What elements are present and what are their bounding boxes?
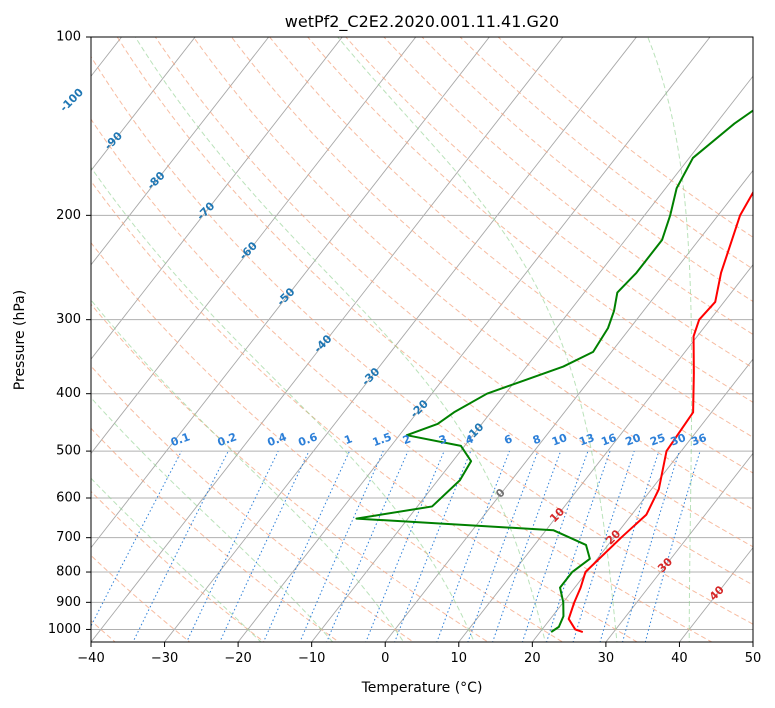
dry-adiabat-line [383,37,753,336]
y-tick-label: 600 [56,491,81,506]
dry-adiabat-line [307,37,753,403]
dry-adiabat-line [268,37,753,438]
dry-adiabat-line [91,180,639,642]
x-tick-label: 50 [745,651,762,666]
isotherm-line [237,37,711,642]
dry-adiabat-line [91,427,340,642]
mixing-ratio-label: 10 [550,431,569,449]
mixing-ratio-line [186,450,279,642]
mixing-ratio-label: 16 [599,431,618,449]
mixing-ratio-label: 13 [577,431,596,448]
mixing-ratio-label: 2 [401,432,413,447]
plot-frame [90,36,754,643]
mixing-ratio-line [299,450,384,642]
moist-adiabat-line [91,299,405,642]
x-tick-label: 20 [524,651,541,666]
isotherm-line [91,37,343,360]
mixing-ratio-line [644,450,701,642]
y-tick-label: 100 [56,30,81,45]
mixing-ratio-label: 0.1 [169,430,192,449]
mixing-ratio-label: 36 [689,431,708,449]
mixing-ratio-line [326,450,409,642]
y-tick-label: 800 [56,565,81,580]
mixing-ratio-label: 0.2 [216,430,239,449]
y-tick-label: 200 [56,208,81,223]
mixing-ratio-line [599,450,660,642]
dry-adiabat-line [91,554,191,642]
mixing-ratio-line [622,450,680,642]
dry-adiabat-line [116,37,753,586]
mixing-ratio-line [365,450,445,642]
profile-curves [355,109,753,633]
mixing-ratio-label: 0.4 [266,430,289,449]
mixing-ratio-line [91,450,182,628]
isotherm-line [91,37,270,266]
mixing-ratio-label: 20 [624,431,643,449]
y-axis-label: Pressure (hPa) [12,290,28,390]
dry-adiabat-line [91,365,415,642]
y-tick-label: 300 [56,312,81,327]
mixing-ratio-label: 6 [502,432,514,447]
moist-adiabat-line [647,37,693,642]
isotherm-line [458,264,753,642]
mixing-ratio-label: 1 [343,432,355,447]
dewpoint-profile-line [355,109,753,633]
moist-adiabat-line [337,37,618,642]
dry-adiabat-line [91,55,753,625]
y-tick-label: 700 [56,530,81,545]
isotherm-line [91,37,490,549]
mixing-ratio-label: 30 [669,431,688,449]
isotherm-line [605,452,753,642]
isotherm-line [91,37,196,172]
x-axis-label: Temperature (°C) [361,680,483,696]
dry-adiabat-line [192,37,753,511]
mixing-ratio-label: 4 [464,432,476,447]
dry-adiabat-line [154,37,753,548]
moist-adiabat-line [91,397,334,642]
isotherm-line [163,37,638,642]
mixing-ratio-label: 8 [531,432,543,447]
dry-adiabat-line [91,490,266,642]
x-tick-label: 0 [381,651,389,666]
x-tick-label: 30 [598,651,615,666]
x-tick-label: −20 [224,651,251,666]
moist-adiabat-line [91,477,262,642]
mixing-ratio-label: 1.5 [371,430,394,449]
isotherm-line [384,169,753,642]
mixing-ratio-label: 25 [648,431,667,448]
dry-adiabat-line [345,37,753,369]
axis-ticks: −40 −30 −20 −10 0 10 20 30 40 5010020030040050060… [48,30,761,667]
y-tick-label: 1000 [48,622,81,637]
x-tick-label: −30 [151,651,178,666]
mixing-ratio-label: 0.6 [296,430,319,449]
mixing-ratio-label: 3 [437,432,449,447]
x-tick-label: −10 [298,651,325,666]
x-tick-label: 10 [451,651,468,666]
dry-adiabat-line [91,303,489,642]
mixing-ratio-line [492,450,562,642]
temperature-profile-line [567,190,753,633]
isotherm-line [311,75,753,642]
mixing-ratio-line [546,450,611,642]
isotherm-line [91,37,417,455]
chart-title: wetPf2_C2E2.2020.001.11.41.G20 [285,12,559,32]
x-tick-label: −40 [77,651,104,666]
x-tick-label: 40 [671,651,688,666]
isotherm-line [91,37,564,642]
dry-adiabat-line [91,241,564,642]
mixing-ratio-line [521,450,589,642]
dry-adiabat-line [91,118,713,642]
y-tick-label: 500 [56,444,81,459]
y-tick-label: 400 [56,386,81,401]
y-tick-label: 900 [56,595,81,610]
grid-lines [91,37,753,642]
moist-adiabat-line [134,37,546,642]
